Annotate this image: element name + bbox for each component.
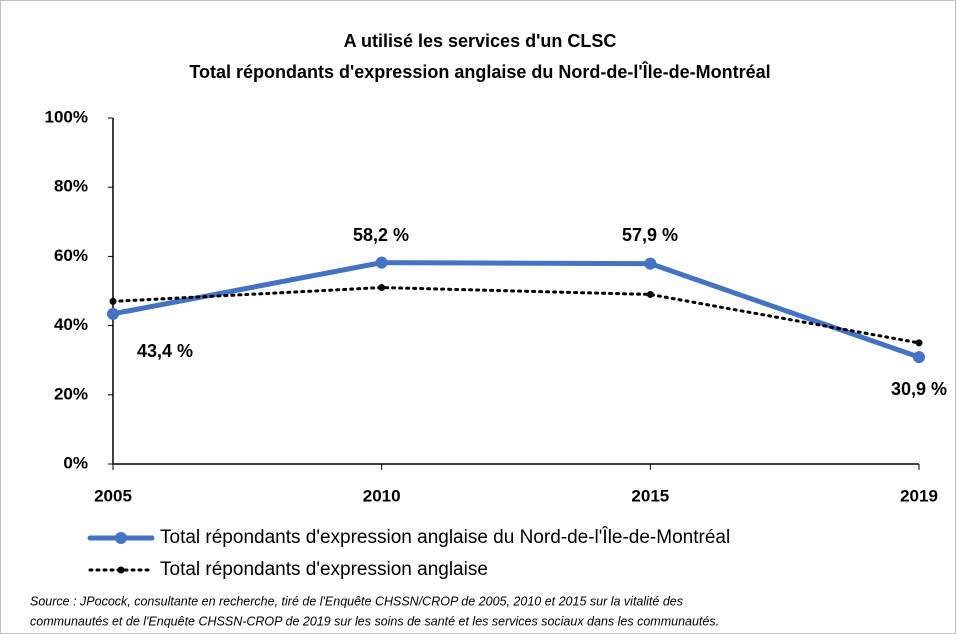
- point: [646, 290, 654, 298]
- y-tick-label: 60%: [54, 246, 88, 265]
- legend-marker: [117, 566, 125, 574]
- point: [109, 297, 117, 305]
- y-tick-label: 100%: [45, 107, 88, 126]
- source-note: Source : JPocock, consultante en recherc…: [30, 594, 683, 608]
- point: [644, 257, 657, 270]
- point: [378, 284, 386, 292]
- point: [375, 256, 388, 269]
- dotted-line: [111, 286, 921, 345]
- y-tick-label: 40%: [54, 315, 88, 334]
- legend-label: Total répondants d'expression anglaise d…: [160, 526, 730, 548]
- x-tick-label: 2015: [631, 486, 669, 505]
- source-note: communautés et de l'Enquête CHSSN-CROP d…: [30, 614, 719, 628]
- legend-label: Total répondants d'expression anglaise: [160, 559, 488, 580]
- chart-subtitle: Total répondants d'expression anglaise d…: [189, 61, 770, 82]
- point: [107, 307, 119, 320]
- data-label: 58,2 %: [353, 225, 409, 245]
- legend-marker: [115, 532, 127, 544]
- data-label: 30,9 %: [891, 379, 947, 399]
- y-tick-label: 80%: [54, 177, 88, 196]
- y-tick-label: 20%: [54, 384, 88, 403]
- x-tick-label: 2010: [363, 486, 401, 505]
- x-tick-label: 2005: [94, 486, 132, 505]
- point: [913, 351, 925, 364]
- series-line: [110, 260, 922, 360]
- data-label: 43,4 %: [137, 341, 193, 361]
- x-tick-label: 2019: [900, 486, 938, 505]
- data-label: 57,9 %: [622, 225, 678, 245]
- y-tick-label: 0%: [63, 453, 88, 472]
- chart-title: A utilisé les services d'un CLSC: [344, 31, 617, 51]
- point: [915, 339, 923, 347]
